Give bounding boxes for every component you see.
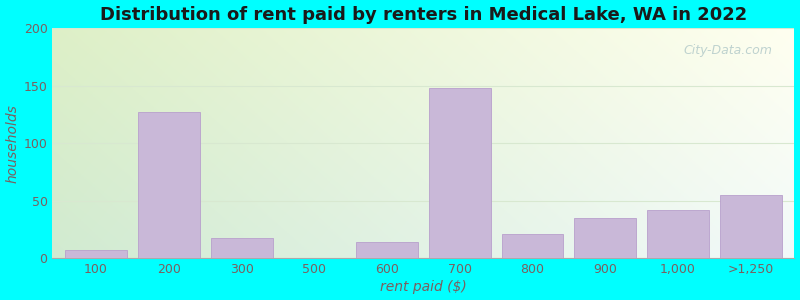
Y-axis label: households: households <box>6 104 19 183</box>
Bar <box>429 88 490 258</box>
Bar <box>210 238 273 258</box>
Title: Distribution of rent paid by renters in Medical Lake, WA in 2022: Distribution of rent paid by renters in … <box>100 6 747 24</box>
Bar <box>720 195 782 258</box>
Text: City-Data.com: City-Data.com <box>683 44 772 57</box>
X-axis label: rent paid ($): rent paid ($) <box>380 280 467 294</box>
Bar <box>65 250 127 258</box>
Bar <box>647 210 709 258</box>
Bar <box>138 112 200 258</box>
Bar <box>502 234 563 258</box>
Bar <box>356 242 418 258</box>
Bar <box>574 218 636 258</box>
